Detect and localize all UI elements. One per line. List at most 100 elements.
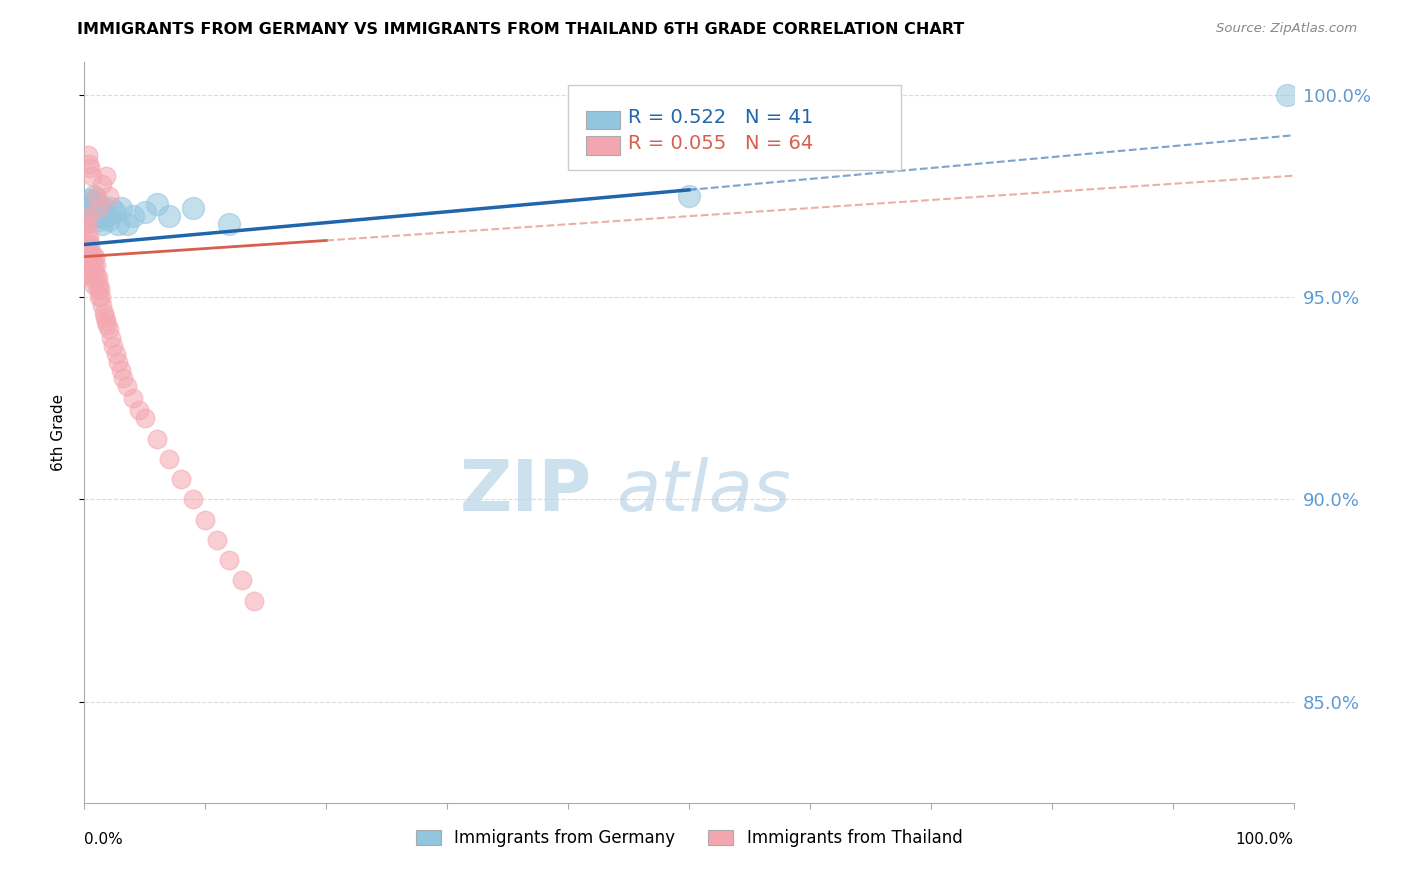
Point (218, 553, 240, 567)
Point (84, 250, 107, 264)
Text: ZIP: ZIP (460, 458, 592, 526)
Point (97, 322, 120, 336)
Point (80, 201, 103, 215)
Point (80, 261, 103, 276)
Point (90, 290, 112, 304)
Text: R = 0.522   N = 41: R = 0.522 N = 41 (628, 109, 814, 128)
Text: Source: ZipAtlas.com: Source: ZipAtlas.com (1216, 22, 1357, 36)
Point (77, 205, 100, 219)
Point (80, 209, 103, 223)
Point (134, 205, 156, 219)
Point (82, 197, 104, 211)
Point (80, 245, 103, 260)
Point (91, 298, 114, 312)
Point (84, 197, 107, 211)
Point (86, 282, 108, 296)
Point (87, 201, 110, 215)
Text: IMMIGRANTS FROM GERMANY VS IMMIGRANTS FROM THAILAND 6TH GRADE CORRELATION CHART: IMMIGRANTS FROM GERMANY VS IMMIGRANTS FR… (77, 22, 965, 37)
Point (77, 266, 100, 280)
Point (76, 209, 98, 223)
Point (91, 177, 114, 191)
FancyBboxPatch shape (568, 85, 901, 169)
Point (83, 189, 105, 203)
Point (86, 193, 108, 207)
Point (1277, 87, 1299, 102)
Point (103, 338, 125, 352)
Point (75, 201, 97, 215)
Point (97, 213, 120, 227)
Point (90, 209, 112, 223)
Point (75, 237, 97, 252)
Y-axis label: 6th Grade: 6th Grade (51, 394, 66, 471)
Point (89, 282, 111, 296)
Point (77, 148, 100, 162)
Point (80, 169, 103, 183)
Point (104, 205, 127, 219)
Point (93, 201, 115, 215)
Point (231, 574, 253, 588)
Point (77, 201, 100, 215)
Point (121, 391, 143, 405)
Point (83, 277, 105, 292)
Point (94, 310, 117, 325)
Point (96, 318, 118, 333)
Point (94, 314, 117, 328)
Point (79, 237, 101, 252)
Point (87, 213, 110, 227)
Point (100, 330, 122, 344)
Point (86, 258, 108, 272)
Point (207, 533, 229, 547)
Point (107, 355, 129, 369)
Point (218, 217, 240, 231)
Point (86, 205, 108, 219)
Point (83, 201, 105, 215)
Point (82, 205, 104, 219)
Point (87, 205, 110, 219)
Point (84, 266, 107, 280)
Point (86, 269, 108, 284)
Point (77, 209, 100, 223)
Point (94, 169, 117, 183)
Point (77, 156, 100, 170)
Point (84, 209, 107, 223)
Point (86, 189, 108, 203)
Point (110, 201, 132, 215)
Point (110, 363, 132, 377)
Point (77, 258, 100, 272)
Point (115, 379, 138, 393)
Point (181, 492, 204, 507)
Point (157, 451, 180, 466)
FancyBboxPatch shape (586, 111, 620, 129)
Point (121, 209, 143, 223)
Point (87, 290, 110, 304)
Point (157, 209, 180, 223)
Point (76, 209, 98, 223)
Point (86, 209, 108, 223)
Point (94, 209, 117, 223)
Text: 100.0%: 100.0% (1236, 832, 1294, 847)
Point (76, 229, 98, 244)
Point (83, 258, 105, 272)
Point (77, 250, 100, 264)
Point (77, 197, 100, 211)
Text: R = 0.055   N = 64: R = 0.055 N = 64 (628, 135, 814, 153)
Point (146, 432, 169, 446)
Point (79, 269, 101, 284)
Point (82, 250, 104, 264)
Point (128, 403, 150, 417)
Point (146, 197, 169, 211)
Point (115, 217, 138, 231)
Point (87, 277, 110, 292)
Point (104, 347, 127, 361)
Point (107, 217, 129, 231)
Point (242, 593, 264, 607)
Point (100, 201, 122, 215)
Point (170, 472, 193, 486)
Point (93, 306, 115, 320)
Point (91, 217, 114, 231)
Point (77, 217, 100, 231)
Point (76, 250, 98, 264)
Point (134, 411, 156, 425)
Text: atlas: atlas (616, 458, 792, 526)
Point (77, 229, 100, 244)
